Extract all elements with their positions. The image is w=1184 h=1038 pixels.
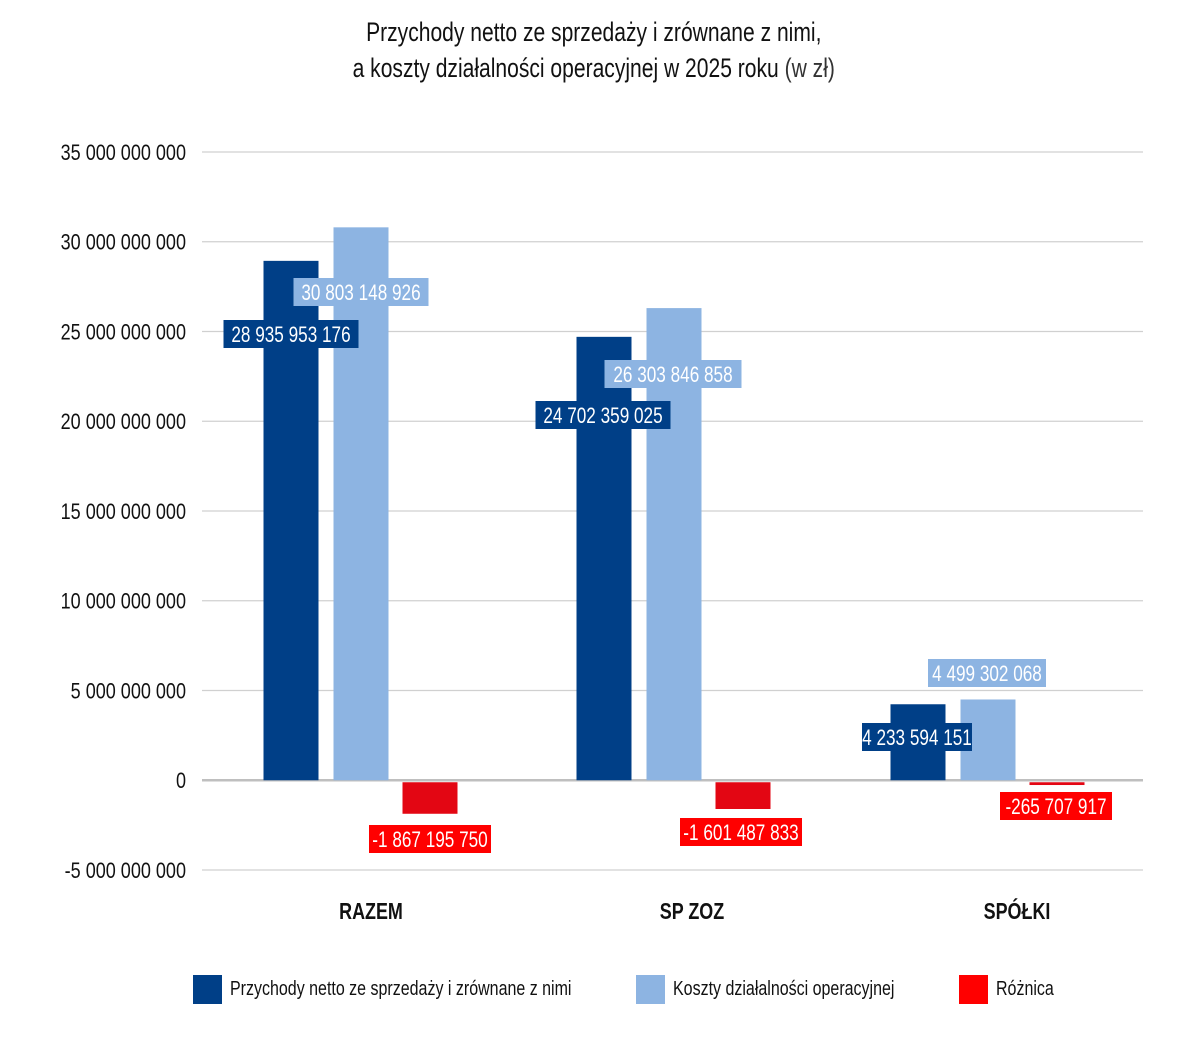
- y-tick-label: -5 000 000 000: [65, 859, 186, 883]
- chart-title-line2: a koszty działalności operacyjnej w 2025…: [132, 50, 1056, 86]
- data-label-difference: -1 867 195 750: [372, 828, 487, 853]
- y-tick-label: 0: [176, 770, 186, 794]
- y-tick-label: 20 000 000 000: [61, 411, 186, 435]
- legend-swatch-revenue: [193, 974, 222, 1004]
- chart-title: Przychody netto ze sprzedaży i zrównane …: [132, 14, 1056, 86]
- x-category-label: SP ZOZ: [660, 899, 724, 925]
- y-tick-label: 30 000 000 000: [61, 231, 186, 255]
- x-category-label: SPÓŁKI: [984, 898, 1051, 925]
- legend-item-revenue: Przychody netto ze sprzedaży i zrównane …: [193, 973, 657, 1005]
- y-tick-label: 25 000 000 000: [61, 321, 186, 345]
- data-label-bg-difference: [369, 825, 491, 853]
- bar-difference-sp-zoz: [715, 782, 771, 809]
- legend-item-costs: Koszty działalności operacyjnej: [636, 973, 950, 1005]
- chart-title-line1: Przychody netto ze sprzedaży i zrównane …: [366, 17, 822, 47]
- y-tick-label: 35 000 000 000: [61, 141, 186, 165]
- data-label-bg-revenue: [223, 320, 359, 348]
- legend-label-costs: Koszty działalności operacyjnej: [673, 977, 895, 1000]
- data-label-bg-costs: [604, 360, 742, 388]
- bar-costs-razem: [333, 227, 389, 781]
- data-label-difference: -265 707 917: [1005, 795, 1106, 820]
- legend-swatch-difference: [959, 974, 988, 1004]
- legend: Przychody netto ze sprzedaży i zrównane …: [0, 973, 1184, 1005]
- data-label-bg-difference: [1000, 792, 1112, 820]
- chart-title-line2-text: a koszty działalności operacyjnej w 2025…: [352, 53, 779, 83]
- data-label-costs: 4 499 302 068: [932, 662, 1042, 687]
- data-label-costs: 26 303 846 858: [613, 363, 732, 388]
- bar-difference-razem: [402, 782, 458, 814]
- legend-label-difference: Różnica: [996, 977, 1054, 1000]
- y-tick-label: 15 000 000 000: [61, 500, 186, 524]
- y-tick-label: 5 000 000 000: [71, 680, 186, 704]
- data-label-revenue: 28 935 953 176: [231, 323, 350, 348]
- data-label-bg-costs: [293, 278, 429, 306]
- data-label-bg-revenue: [535, 401, 671, 429]
- x-category-label: RAZEM: [339, 899, 403, 925]
- data-label-bg-revenue: [862, 723, 972, 751]
- data-label-bg-difference: [680, 818, 802, 846]
- data-label-revenue: 24 702 359 025: [543, 404, 662, 429]
- legend-swatch-costs: [636, 974, 665, 1004]
- data-label-revenue: 4 233 594 151: [862, 726, 972, 751]
- data-label-difference: -1 601 487 833: [683, 821, 798, 846]
- legend-item-difference: Różnica: [959, 973, 1068, 1005]
- chart-title-unit: (w zł): [784, 53, 835, 83]
- data-label-costs: 30 803 148 926: [301, 281, 420, 306]
- y-tick-label: 10 000 000 000: [61, 590, 186, 614]
- data-label-bg-costs: [928, 659, 1046, 687]
- legend-label-revenue: Przychody netto ze sprzedaży i zrównane …: [230, 977, 572, 1000]
- bar-difference-spółki: [1029, 782, 1085, 786]
